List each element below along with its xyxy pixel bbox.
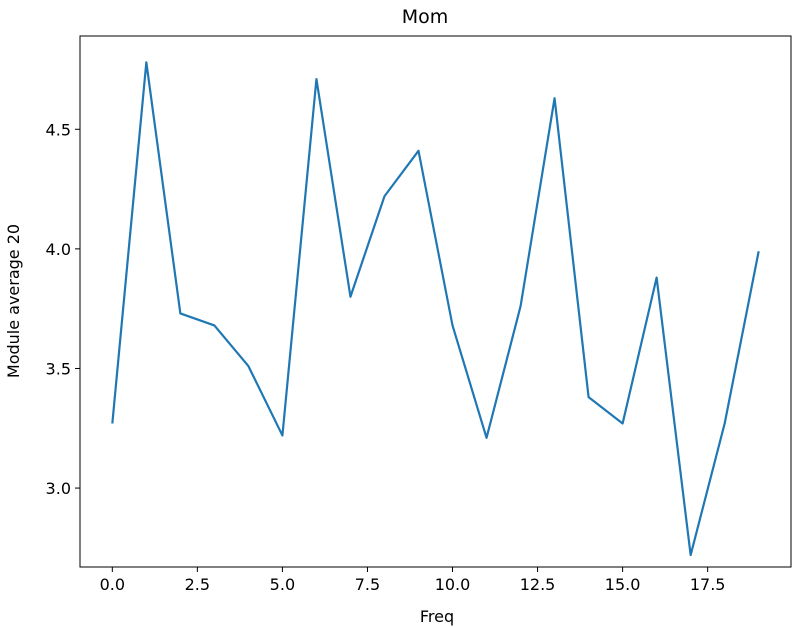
y-tick-label: 4.0: [46, 240, 71, 259]
plot-frame: [79, 35, 792, 568]
chart-title: Mom: [402, 6, 449, 28]
plot-area: [111, 61, 760, 557]
x-tick-label: 10.0: [435, 575, 471, 594]
x-tick-label: 5.0: [270, 575, 295, 594]
y-tick-label: 4.5: [46, 120, 71, 139]
x-tick-label: 17.5: [690, 575, 726, 594]
x-axis-label: Freq: [420, 607, 454, 626]
x-tick-label: 0.0: [100, 575, 125, 594]
y-axis-ticks: 3.0 3.5 4.0 4.5: [46, 120, 80, 498]
x-tick-label: 7.5: [355, 575, 380, 594]
x-axis-ticks: 0.0 2.5 5.0 7.5 10.0 12.5 15.0 17.5: [100, 567, 726, 594]
x-tick-label: 12.5: [520, 575, 556, 594]
x-tick-label: 15.0: [605, 575, 641, 594]
y-tick-label: 3.5: [46, 359, 71, 378]
series-line-0: [111, 61, 760, 557]
y-axis-label: Module average 20: [4, 224, 23, 378]
y-tick-label: 3.0: [46, 479, 71, 498]
x-tick-label: 2.5: [185, 575, 210, 594]
